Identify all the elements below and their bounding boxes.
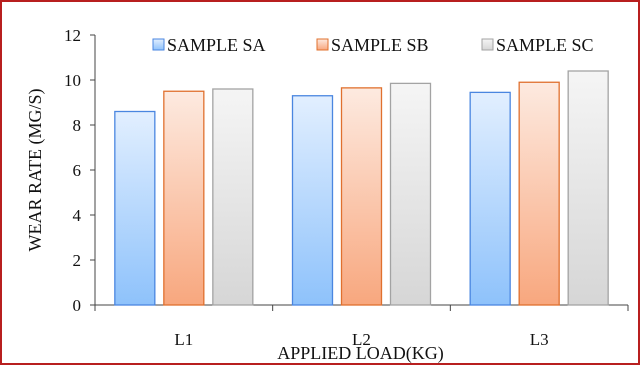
y-axis-title: WEAR RATE (MG/S) xyxy=(25,89,46,252)
bar-sample-sc-l2 xyxy=(389,82,432,306)
x-tick-label: L3 xyxy=(530,330,549,349)
y-tick-label: 8 xyxy=(73,116,82,135)
bar-sample-sa-l1 xyxy=(114,110,156,306)
y-tick-label: 0 xyxy=(73,296,82,315)
bar-sample-sa-l2 xyxy=(291,95,334,306)
bars xyxy=(114,70,609,306)
y-tick-label: 10 xyxy=(64,71,81,90)
y-tick-label: 6 xyxy=(73,161,82,180)
legend-label: SAMPLE SA xyxy=(167,35,266,55)
bar-sample-sb-l2 xyxy=(340,87,383,306)
legend-label: SAMPLE SC xyxy=(496,35,594,55)
y-tick-label: 12 xyxy=(64,26,81,45)
bar-sample-sc-l1 xyxy=(212,88,254,306)
legend-label: SAMPLE SB xyxy=(331,35,429,55)
bar-sample-sa-l3 xyxy=(469,91,511,306)
bar-sample-sb-l1 xyxy=(163,90,205,306)
legend-swatch xyxy=(152,38,165,51)
x-tick-label: L2 xyxy=(352,330,371,349)
legend: SAMPLE SA SAMPLE SB SAMPLE SC xyxy=(152,35,594,55)
bar-sample-sb-l3 xyxy=(518,81,560,306)
y-tick-label: 2 xyxy=(73,251,82,270)
y-axis: 0 2 4 6 8 10 12 xyxy=(64,26,96,315)
bar-sample-sc-l3 xyxy=(567,70,609,306)
legend-swatch xyxy=(316,38,329,51)
x-axis-title: APPLIED LOAD(KG) xyxy=(277,343,443,364)
y-tick-label: 4 xyxy=(73,206,82,225)
x-tick-label: L1 xyxy=(174,330,193,349)
legend-swatch xyxy=(481,38,494,51)
